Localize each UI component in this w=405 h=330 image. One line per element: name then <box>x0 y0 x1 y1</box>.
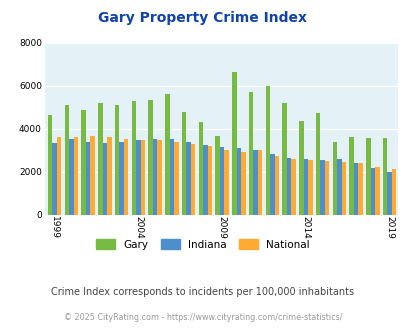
Bar <box>320 160 324 214</box>
Bar <box>253 150 257 214</box>
Bar <box>303 159 307 214</box>
Bar <box>232 72 236 215</box>
Bar <box>153 139 157 214</box>
Bar <box>174 142 178 214</box>
Bar <box>324 161 328 215</box>
Text: © 2025 CityRating.com - https://www.cityrating.com/crime-statistics/: © 2025 CityRating.com - https://www.city… <box>64 313 341 322</box>
Bar <box>48 115 52 214</box>
Bar <box>298 121 303 214</box>
Bar <box>90 136 95 214</box>
Bar <box>207 146 212 214</box>
Bar <box>248 92 253 214</box>
Bar <box>131 101 136 214</box>
Bar <box>391 170 395 214</box>
Bar <box>119 142 124 214</box>
Bar <box>115 105 119 214</box>
Legend: Gary, Indiana, National: Gary, Indiana, National <box>92 235 313 254</box>
Bar <box>136 141 140 214</box>
Bar <box>236 148 241 214</box>
Bar <box>86 142 90 214</box>
Text: Crime Index corresponds to incidents per 100,000 inhabitants: Crime Index corresponds to incidents per… <box>51 287 354 297</box>
Bar <box>315 113 320 214</box>
Bar <box>336 159 341 214</box>
Bar <box>348 137 353 214</box>
Bar <box>107 137 111 214</box>
Bar <box>215 136 219 214</box>
Bar <box>386 172 391 214</box>
Bar <box>69 139 74 214</box>
Bar <box>265 86 269 214</box>
Bar <box>219 147 224 214</box>
Bar <box>186 142 190 214</box>
Bar <box>241 152 245 214</box>
Bar <box>52 143 57 214</box>
Bar <box>332 142 336 214</box>
Bar <box>64 105 69 214</box>
Bar <box>224 150 228 214</box>
Bar <box>374 167 379 214</box>
Bar <box>357 163 362 215</box>
Bar <box>382 138 386 214</box>
Bar <box>102 143 107 214</box>
Bar <box>181 112 186 214</box>
Bar <box>140 140 145 214</box>
Bar <box>291 159 295 214</box>
Bar <box>165 94 169 214</box>
Bar <box>370 168 374 214</box>
Bar <box>365 138 370 214</box>
Bar <box>57 137 61 214</box>
Bar <box>286 158 291 214</box>
Bar <box>281 103 286 214</box>
Bar <box>81 110 86 214</box>
Bar <box>341 162 345 214</box>
Bar <box>148 100 153 214</box>
Bar <box>124 139 128 214</box>
Bar <box>74 137 78 214</box>
Bar <box>202 145 207 214</box>
Bar <box>157 141 162 214</box>
Bar <box>274 155 278 214</box>
Bar <box>169 139 174 214</box>
Bar <box>269 154 274 214</box>
Bar <box>353 163 357 214</box>
Bar <box>98 103 102 214</box>
Bar <box>198 122 202 214</box>
Bar <box>257 150 262 214</box>
Text: Gary Property Crime Index: Gary Property Crime Index <box>98 11 307 25</box>
Bar <box>307 160 312 214</box>
Bar <box>190 144 195 214</box>
